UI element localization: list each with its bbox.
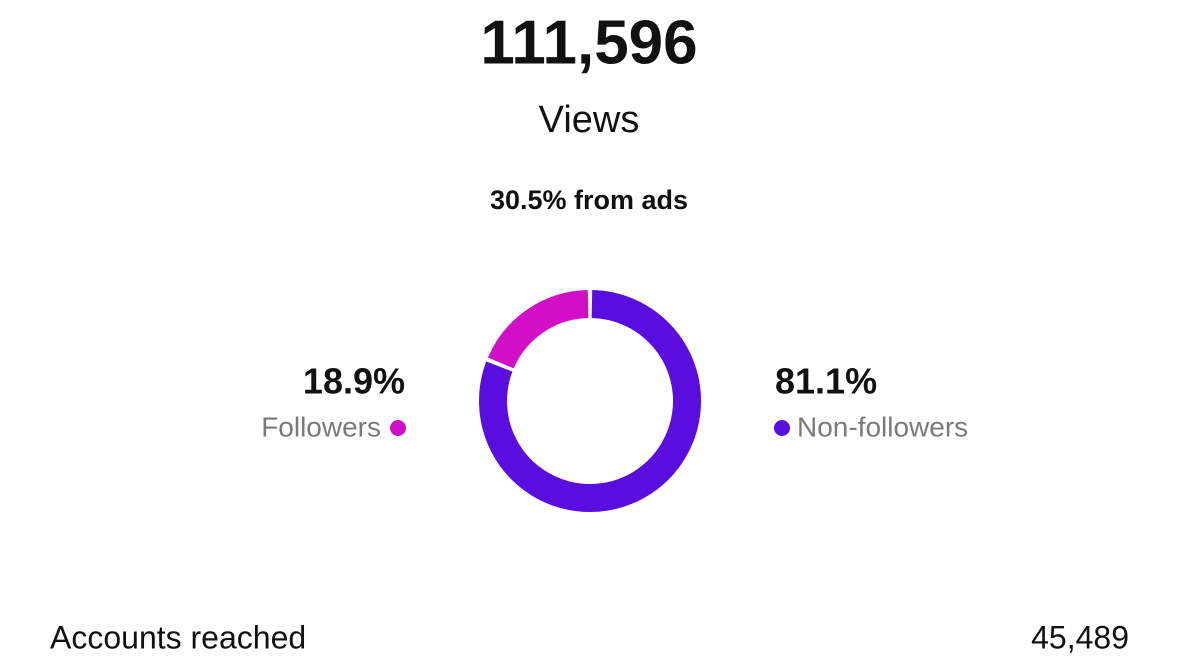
value-label: 81.1% [775, 361, 877, 402]
donut-chart [479, 290, 701, 512]
legend-dot [774, 420, 790, 436]
legend-label: Followers [261, 411, 381, 442]
ads-note: 30.5% from ads [490, 185, 688, 215]
metric-value: 45,489 [1031, 619, 1129, 655]
legend-label: Non-followers [797, 411, 968, 442]
legend-dot [390, 420, 406, 436]
donut-segment [487, 290, 589, 369]
metric-label[interactable]: Accounts reached [50, 619, 306, 655]
donut-segment [479, 290, 701, 512]
views-label: Views [539, 99, 640, 141]
views-count: 111,596 [480, 8, 697, 77]
value-label: 18.9% [303, 361, 405, 402]
